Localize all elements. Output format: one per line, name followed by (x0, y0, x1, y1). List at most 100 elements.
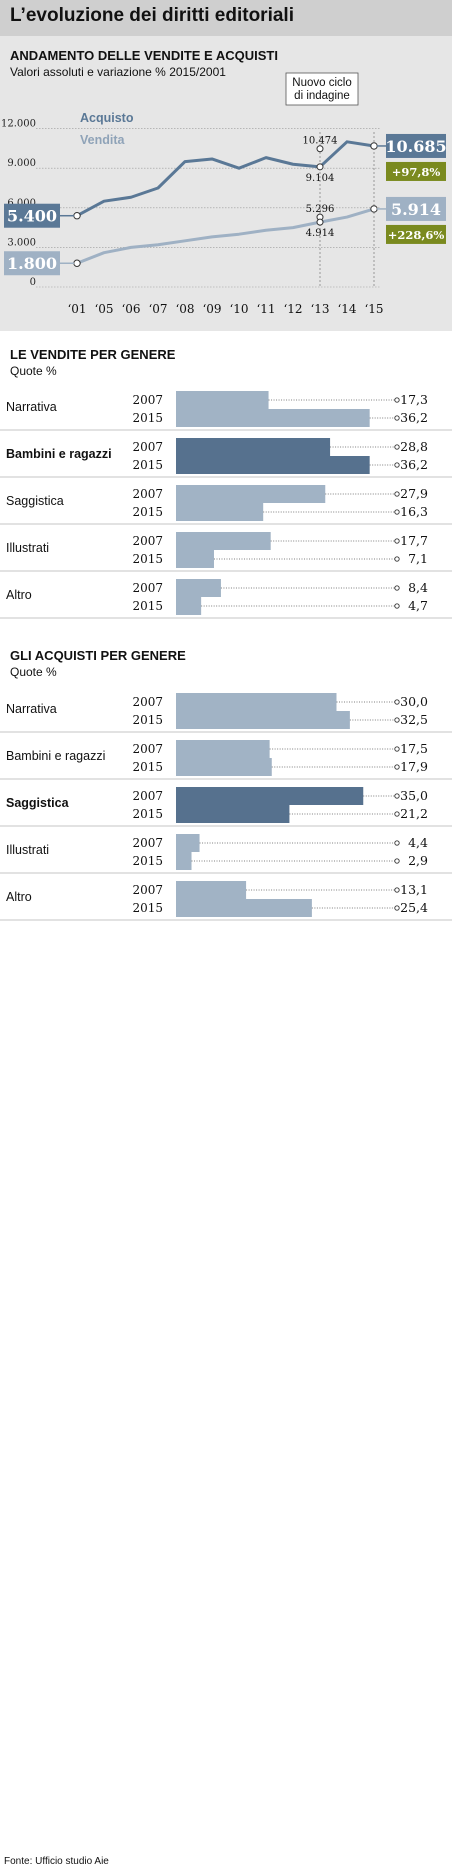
start-badge: 5.400 (4, 203, 74, 228)
y-tick-label: 9.000 (7, 158, 36, 169)
end-point (370, 205, 378, 213)
series-line (76, 207, 375, 265)
line-chart-subtitle: Valori assoluti e variazione % 2015/2001 (10, 65, 226, 79)
series-name: Acquisto (80, 111, 134, 125)
year-label: 2007 (132, 534, 163, 548)
leader-dot (394, 603, 400, 609)
category-label: Illustrati (6, 843, 49, 857)
leader-dot (394, 764, 400, 770)
start-value-label: 1.800 (7, 254, 57, 273)
vendite-bar (176, 579, 221, 597)
value-label: 25,4 (400, 900, 428, 915)
category-label: Narrativa (6, 400, 57, 414)
title-bar: L’evoluzione dei diritti editoriali (0, 0, 452, 36)
year-label: 2007 (132, 695, 163, 709)
value-label: 35,0 (400, 788, 428, 803)
year-label: 2007 (132, 440, 163, 454)
acquisti-bar (176, 899, 312, 917)
leader-dot (394, 491, 400, 497)
year-label: 2015 (132, 505, 163, 519)
start-badge: 1.800 (4, 251, 74, 276)
y-tick-label: 6.000 (7, 198, 36, 209)
value-label: 27,9 (400, 486, 428, 501)
x-tick-label: ‘14 (337, 302, 356, 316)
year-label: 2015 (132, 807, 163, 821)
category-label: Altro (6, 588, 32, 602)
value-label: 28,8 (400, 439, 428, 454)
category-label: Saggistica (6, 494, 64, 508)
x-tick-label: ‘08 (175, 302, 194, 316)
acquisti-subtitle: Quote % (10, 665, 57, 679)
vendite-bar (176, 409, 370, 427)
leader-dot (394, 509, 400, 515)
value-label: 32,5 (400, 712, 428, 727)
value-label: 30,0 (400, 694, 428, 709)
end-point (370, 142, 378, 150)
x-tick-label: ‘07 (148, 302, 167, 316)
value-label: 7,1 (408, 551, 428, 566)
year-label: 2007 (132, 883, 163, 897)
leader-dot (394, 444, 400, 450)
year-label: 2015 (132, 552, 163, 566)
leader-dot (394, 793, 400, 799)
series-line (76, 140, 375, 218)
change-badge: +97,8% (386, 161, 446, 181)
extra-point-label: 5.296 (306, 204, 335, 215)
category-label: Illustrati (6, 541, 49, 555)
leader-dot (394, 538, 400, 544)
leader-dot (394, 717, 400, 723)
value-label: 4,4 (408, 835, 428, 850)
vendite-bar (176, 550, 214, 568)
year-label: 2015 (132, 760, 163, 774)
end-badge-bg (386, 196, 446, 221)
leader-dot (394, 811, 400, 817)
year-label: 2007 (132, 742, 163, 756)
vendite-bar (176, 391, 269, 409)
vendite-group: Altro 2007 8,4 2015 4,7 (0, 579, 452, 619)
leader-dot (394, 858, 400, 864)
vendite-group: Bambini e ragazzi 2007 28,8 2015 36,2 (0, 438, 452, 478)
x-tick-label: ‘06 (121, 302, 140, 316)
start-point (73, 259, 81, 267)
value-label: 36,2 (400, 457, 428, 472)
value-label: 17,7 (400, 533, 428, 548)
x-tick-label: ‘15 (364, 302, 383, 316)
change-badge-bg (386, 224, 446, 244)
year-label: 2015 (132, 599, 163, 613)
data-point-13 (316, 163, 324, 171)
leader-dot (394, 415, 400, 421)
year-label: 2015 (132, 713, 163, 727)
leader-dot (394, 746, 400, 752)
end-value-label: 5.914 (391, 200, 441, 219)
end-badge: 10.685 (377, 133, 447, 158)
year-label: 2007 (132, 836, 163, 850)
year-label: 2015 (132, 901, 163, 915)
leader-dot (394, 397, 400, 403)
acquisti-bar (176, 834, 200, 852)
vendite-group: Saggistica 2007 27,9 2015 16,3 (0, 485, 452, 525)
year-label: 2007 (132, 487, 163, 501)
x-tick-label: ‘01 (67, 302, 86, 316)
series-name: Vendita (80, 133, 126, 147)
acquisti-bar (176, 881, 247, 899)
x-tick-label: ‘05 (94, 302, 113, 316)
leader-dot (394, 585, 400, 591)
acquisti-group: Saggistica 2007 35,0 2015 21,2 (0, 787, 452, 827)
footer: Fonte: Ufficio studio Aie (0, 927, 452, 1867)
acquisti-bar (176, 787, 364, 805)
leader-dot (394, 887, 400, 893)
change-label: +97,8% (392, 165, 441, 179)
category-label: Altro (6, 890, 32, 904)
end-badge-bg (386, 133, 446, 158)
leader-dot (394, 556, 400, 562)
year-label: 2015 (132, 411, 163, 425)
value-label: 16,3 (400, 504, 428, 519)
year-label: 2007 (132, 393, 163, 407)
change-badge-bg (386, 161, 446, 181)
point-label: 9.104 (306, 173, 335, 184)
vendite-title: LE VENDITE PER GENERE (10, 347, 176, 362)
acquisti-bar-chart: Narrativa 2007 30,0 2015 32,5 Bambini e ragaz… (0, 693, 452, 921)
value-label: 8,4 (408, 580, 428, 595)
main-title: L’evoluzione dei diritti editoriali (10, 5, 294, 26)
